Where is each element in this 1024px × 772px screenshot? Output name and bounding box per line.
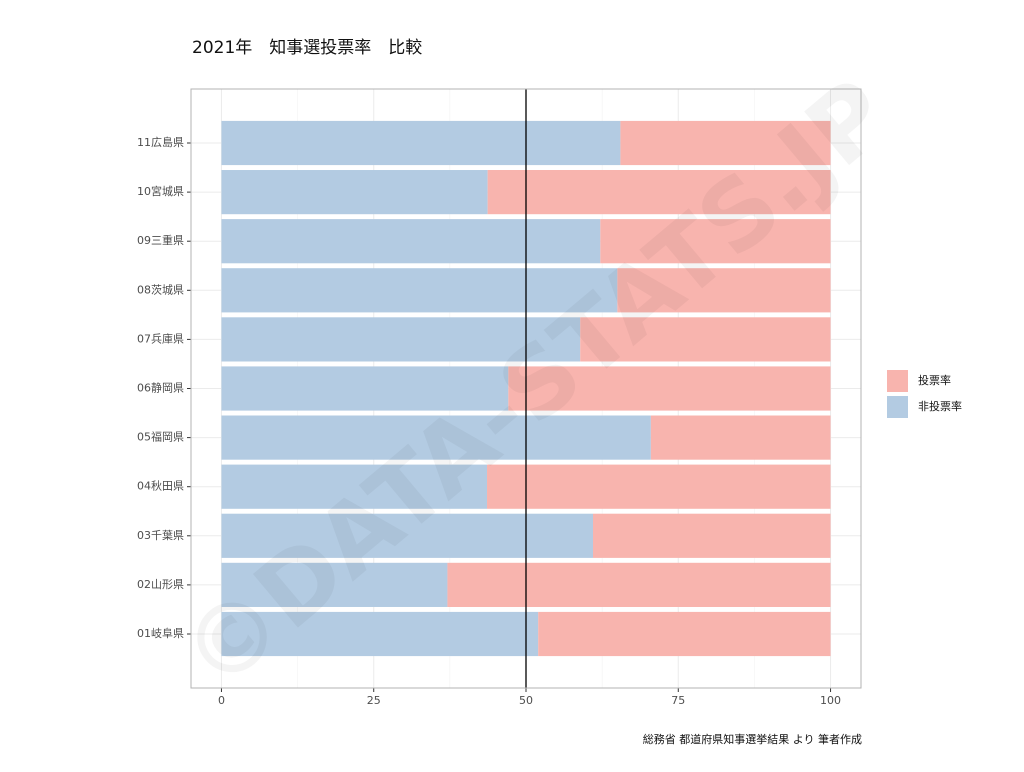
caption: 総務省 都道府県知事選挙結果 より 筆者作成 [643,732,862,746]
bar [487,170,831,215]
bar [538,611,831,657]
bar [508,366,831,411]
bar [221,366,509,411]
chart-title: 2021年 知事選投票率 比較 [192,38,422,58]
bar [620,120,831,166]
bar [221,317,581,362]
x-tick-label: 100 [820,694,841,707]
x-tick-label: 50 [519,694,533,707]
legend-swatch [887,396,908,418]
x-tick-label: 75 [671,694,685,707]
plot-area: 0 25 50 75 100 01岐阜県 02山形県 03千葉県 04秋田県 05福岡県 06静岡県… [137,88,862,707]
bar [221,120,621,166]
y-tick-label: 05福岡県 [137,430,184,444]
y-tick-label: 10宮城県 [137,184,184,198]
y-tick-label: 01岐阜県 [137,627,184,640]
x-tick-label: 0 [218,694,225,707]
bar [617,268,831,313]
x-tick-label: 25 [367,694,381,707]
y-tick-label: 06静岡県 [137,381,184,395]
y-tick-label: 11広島県 [137,135,184,149]
bar [447,562,831,607]
bar [221,562,448,607]
legend-swatch [887,370,908,392]
y-tick-label: 03千葉県 [137,528,184,542]
bar [221,611,539,657]
y-tick-label: 04秋田県 [137,479,184,493]
bar [221,464,488,509]
bar [221,268,618,313]
bar [221,170,488,215]
bar [487,464,831,509]
bar [600,219,831,264]
bar [580,317,831,362]
bar [650,415,831,460]
legend-label: 非投票率 [918,399,962,413]
bar [221,415,651,460]
y-tick-label: 07兵庫県 [137,331,184,345]
bar [221,513,594,558]
y-tick-label: 08茨城県 [137,282,184,296]
legend-label: 投票率 [918,373,951,387]
y-tick-label: 09三重県 [137,233,184,247]
bar [221,219,601,264]
bar [593,513,831,558]
panel-border [190,88,862,689]
y-tick-label: 02山形県 [137,578,184,591]
